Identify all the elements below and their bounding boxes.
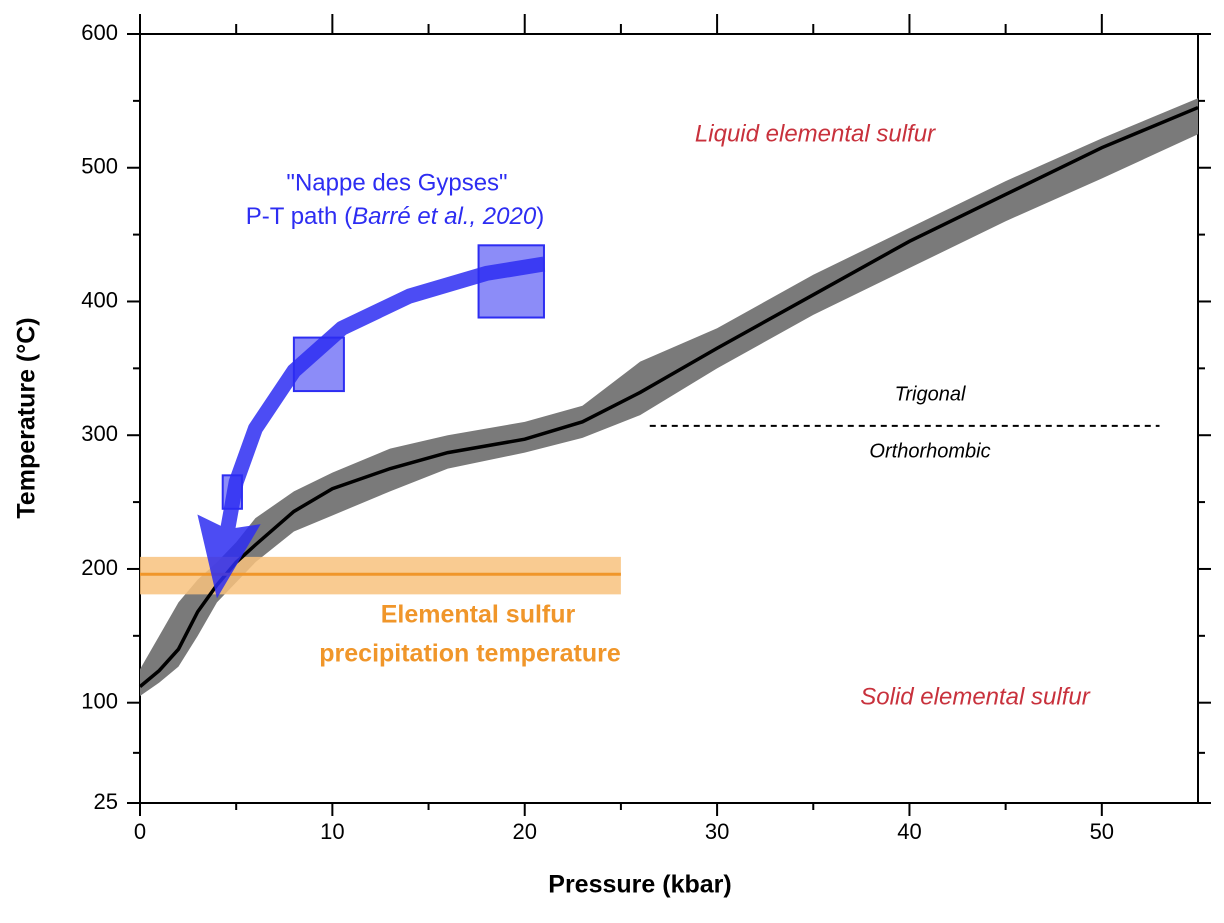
y-tick-label: 300 xyxy=(81,421,118,446)
pt-arrow-shaft xyxy=(218,256,546,544)
y-axis-label: Temperature (°C) xyxy=(13,317,41,518)
y-tick-label: 100 xyxy=(81,689,118,714)
pt-arrow-head xyxy=(197,514,261,599)
annotation: Liquid elemental sulfur xyxy=(695,120,936,147)
annotation: Trigonal xyxy=(895,383,966,405)
pt-box xyxy=(477,244,545,319)
x-tick-label: 30 xyxy=(705,819,729,844)
x-tick-label: 20 xyxy=(512,819,536,844)
annotation: Orthorhombic xyxy=(869,440,990,462)
precipitation-label: Elemental sulfur xyxy=(381,601,576,629)
x-tick-label: 50 xyxy=(1090,819,1114,844)
pt-label-part: P-T path ( xyxy=(246,203,352,230)
pt-label-part: ) xyxy=(536,203,544,230)
y-tick-label: 500 xyxy=(81,154,118,179)
pt-label-part: Barré et al., 2020 xyxy=(352,203,537,230)
plot-frame xyxy=(139,33,1199,804)
y-tick-label: 200 xyxy=(81,555,118,580)
y-tick-label: 400 xyxy=(81,287,118,312)
y-tick-label: 600 xyxy=(81,20,118,45)
pt-arrow xyxy=(197,256,546,599)
melting-curve xyxy=(138,105,1199,688)
pt-label: P-T path (Barré et al., 2020) xyxy=(246,203,544,230)
x-tick-label: 0 xyxy=(134,819,146,844)
pt-label: "Nappe des Gypses" xyxy=(286,169,507,196)
y-tick-label: 25 xyxy=(94,789,118,814)
melting-band xyxy=(140,98,1198,697)
annotation: Solid elemental sulfur xyxy=(860,683,1090,710)
x-axis-label: Pressure (kbar) xyxy=(548,871,731,899)
x-tick-label: 10 xyxy=(320,819,344,844)
x-tick-label: 40 xyxy=(897,819,921,844)
precipitation-label: precipitation temperature xyxy=(319,640,621,668)
